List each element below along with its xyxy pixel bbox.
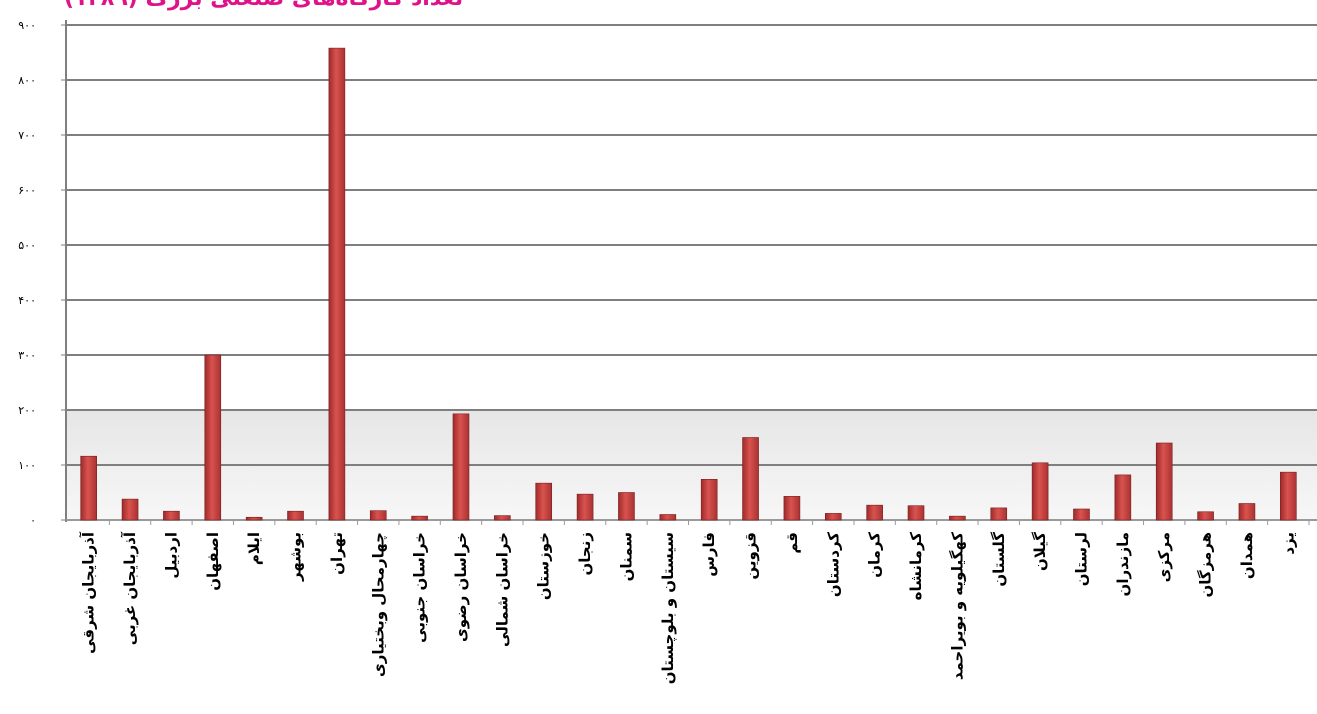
bar [1280, 471, 1297, 521]
bar [535, 482, 553, 521]
x-category-label: سمنان [617, 532, 635, 581]
bar [1031, 462, 1049, 521]
y-tick-label: ۱۰۰ [18, 459, 36, 472]
bar [824, 513, 842, 521]
x-category-label: گلستان [990, 532, 1008, 587]
x-category-label: زنجان [576, 532, 594, 576]
x-category-label: تهران [328, 532, 346, 575]
x-category-label: اردبیل [162, 532, 180, 579]
x-category-label: کرمان [866, 532, 884, 578]
bar [80, 455, 97, 521]
chart-title: تعداد کارگاه‌های صنعتی بزرگ (۱۳۸۹) [64, 0, 463, 11]
y-tick-label: ۵۰۰ [18, 239, 36, 252]
bar [1155, 442, 1173, 521]
grid-lines [66, 24, 1317, 520]
bar [245, 516, 263, 521]
bar [1073, 508, 1090, 521]
x-category-label: آذربایجان شرقی [80, 531, 98, 654]
bar [287, 510, 304, 521]
bar [411, 515, 428, 521]
bar [700, 478, 718, 521]
bar [1238, 503, 1256, 521]
x-category-label: قم [783, 532, 801, 554]
bar [204, 354, 222, 521]
x-category-label: مرکزی [1155, 532, 1173, 582]
bar [121, 498, 139, 521]
bar [990, 507, 1008, 521]
x-category-label: کرمانشاه [907, 532, 925, 601]
bar [452, 413, 470, 521]
bar [576, 493, 594, 521]
y-tick-label: ۹۰۰ [18, 19, 36, 32]
x-category-label: اصفهان [204, 532, 222, 591]
bar [783, 496, 801, 521]
x-category-label: خراسان جنوبی [411, 532, 429, 643]
x-category-label: سیستان و بلوچستان [659, 532, 678, 684]
x-category-label: چهارمحال وبختیاری [369, 532, 388, 677]
bar [494, 515, 511, 521]
x-category-label: کردستان [824, 532, 842, 597]
y-tick-label: ۶۰۰ [18, 184, 36, 197]
x-category-label: هرمزگان [1197, 532, 1215, 598]
bar [866, 504, 883, 521]
x-category-label: همدان [1238, 532, 1256, 579]
bar [742, 437, 759, 521]
y-tick-label: ۰ [30, 514, 36, 527]
x-category-label: یزد [1279, 532, 1297, 555]
x-category-label: خراسان شمالی [493, 532, 511, 647]
x-category-label: خوزستان [535, 532, 553, 600]
x-category-label: بوشهر [287, 532, 305, 582]
bar [369, 510, 387, 521]
x-category-label: گیلان [1031, 532, 1049, 571]
bar [328, 47, 346, 521]
axes [61, 20, 1317, 525]
x-category-label: آذربایجان غربی [121, 531, 139, 645]
bar [1114, 474, 1132, 521]
x-category-label: ایلام [245, 532, 263, 565]
y-tick-label: ۲۰۰ [18, 404, 36, 417]
x-category-label: کهگیلویه و بویراحمد [948, 532, 966, 680]
bar [907, 505, 925, 521]
x-category-label: فارس [700, 532, 718, 577]
y-tick-label: ۴۰۰ [18, 294, 36, 307]
y-tick-label: ۳۰۰ [18, 349, 36, 362]
x-category-label: قزوین [742, 532, 760, 580]
bar [659, 514, 677, 521]
y-tick-label: ۷۰۰ [18, 129, 36, 142]
x-category-label: خراسان رضوی [452, 532, 470, 642]
bars [80, 47, 1297, 521]
y-tick-label: ۸۰۰ [18, 74, 36, 87]
x-category-labels: آذربایجان شرقی آذربایجان غربی اردبیل اصفهان… [80, 531, 1298, 684]
bar [949, 515, 966, 521]
x-category-label: لرستان [1072, 532, 1090, 586]
bar [618, 492, 635, 521]
bar [1197, 511, 1214, 521]
x-category-label: مازندران [1114, 532, 1132, 596]
y-tick-labels: ۰ ۱۰۰ ۲۰۰ ۳۰۰ ۴۰۰ ۵۰۰ ۶۰۰ ۷۰۰ ۸۰۰ ۹۰۰ [18, 19, 36, 527]
bar [163, 510, 180, 521]
